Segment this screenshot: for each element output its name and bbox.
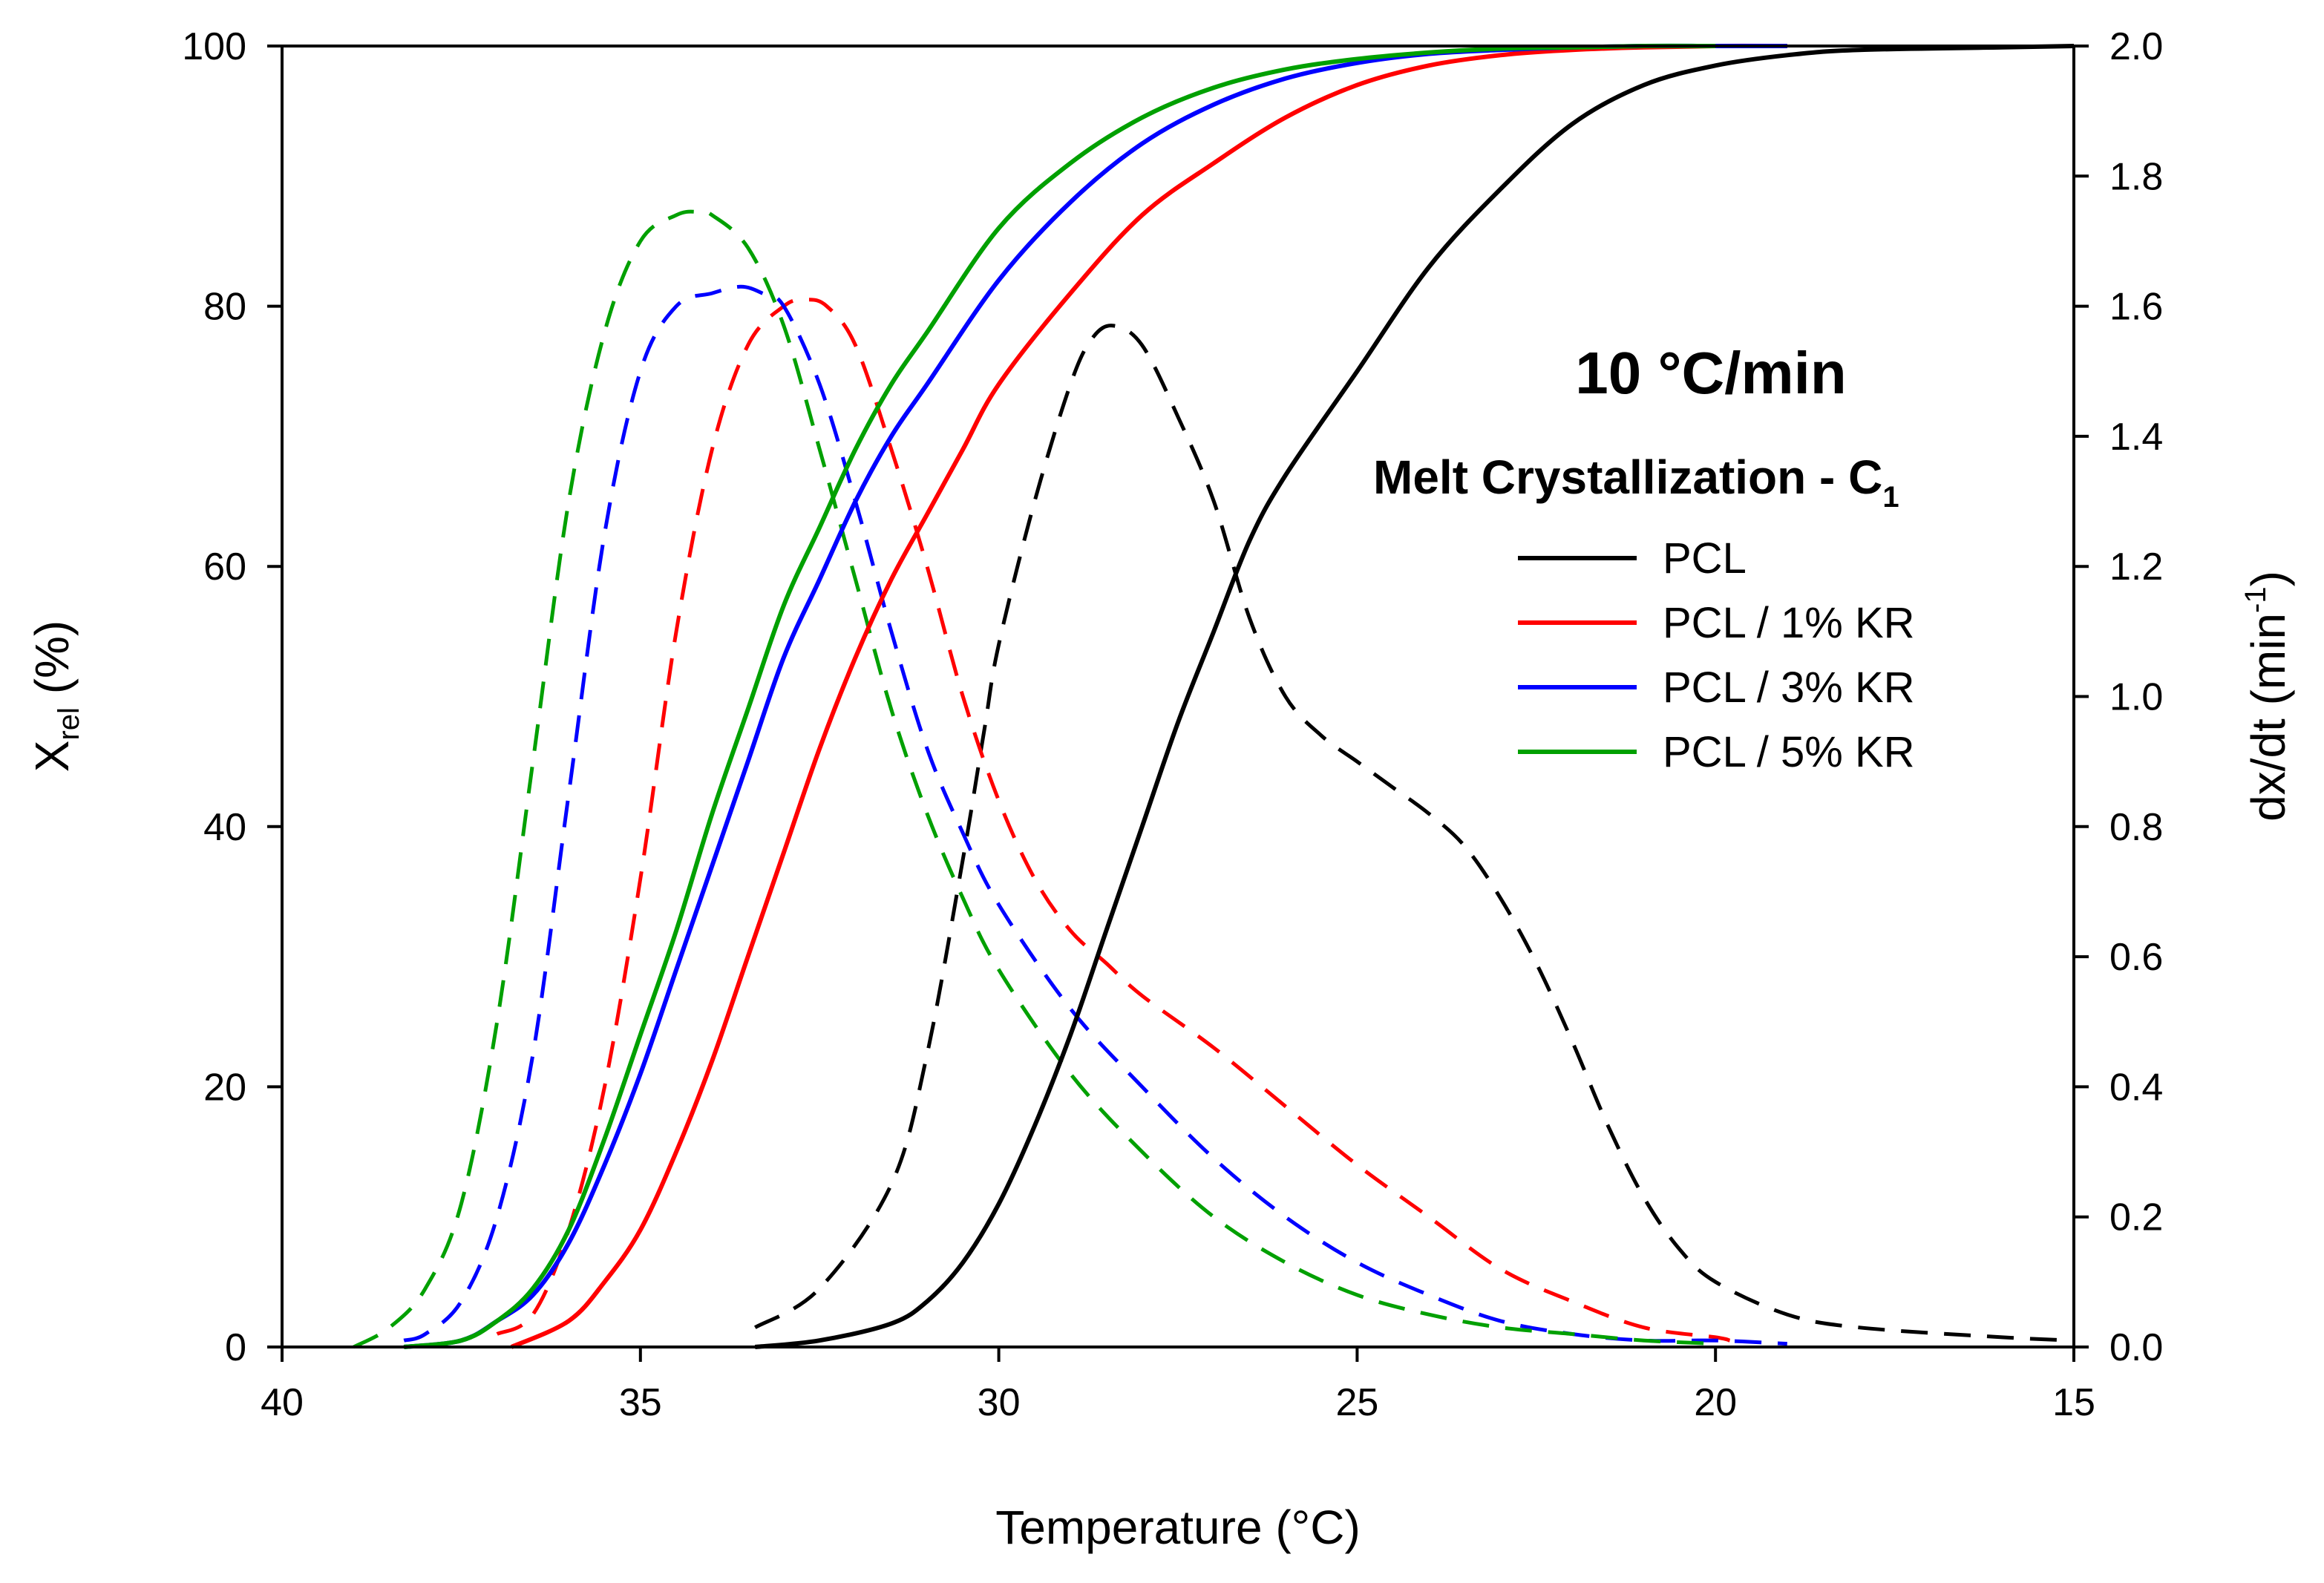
series-line-xrel-pcl	[754, 44, 2075, 1349]
series-line-rate-pcl-5-kr	[353, 209, 1716, 1349]
x-tick-label: 35	[619, 1381, 662, 1424]
series-line-xrel-pcl-1-kr	[510, 43, 1787, 1349]
y2-axis-title-main: dx/dt (min	[2242, 613, 2295, 822]
ticks: 40 35 30 25 20 15 0 20 40 60 80 100 0.0 0.2 0.4 0.6 0.8 1…	[182, 25, 2163, 1424]
annotation-method-main: Melt Crystallization - C	[1373, 450, 1882, 504]
y-tick-label: 100	[182, 25, 246, 68]
legend-label: PCL / 3% KR	[1663, 663, 1915, 712]
y2-tick-label: 1.2	[2109, 545, 2163, 589]
y-axis-title: Xrel (%)	[25, 620, 85, 772]
y2-tick-label: 1.4	[2109, 416, 2163, 459]
y2-axis-title-sup: -1	[2239, 586, 2272, 613]
annotation-method-sub: 1	[1882, 481, 1899, 514]
x-tick-label: 20	[1694, 1381, 1737, 1424]
y-tick-label: 40	[203, 806, 246, 849]
y2-tick-label: 1.8	[2109, 155, 2163, 198]
plot-lines	[353, 43, 2075, 1349]
y2-tick-label: 0.4	[2109, 1066, 2163, 1109]
y-axis-title-main: X	[25, 741, 79, 773]
legend-label: PCL	[1663, 534, 1747, 583]
y-tick-label: 60	[203, 545, 246, 589]
x-tick-label: 30	[978, 1381, 1021, 1424]
y2-axis-title: dx/dt (min-1)	[2239, 571, 2295, 822]
y2-axis-title-suffix: )	[2242, 571, 2295, 586]
x-tick-label: 40	[261, 1381, 304, 1424]
x-tick-label: 15	[2052, 1381, 2095, 1424]
x-axis-title: Temperature (°C)	[995, 1501, 1361, 1554]
y2-tick-label: 1.0	[2109, 676, 2163, 719]
y2-tick-label: 0.0	[2109, 1326, 2163, 1369]
annotation-method: Melt Crystallization - C1	[1373, 450, 1899, 514]
series-line-rate-pcl-3-kr	[403, 284, 1787, 1346]
y-axis-title-sub: rel	[53, 707, 85, 740]
y2-tick-label: 0.6	[2109, 936, 2163, 979]
y-tick-label: 0	[225, 1326, 246, 1369]
y2-tick-label: 0.2	[2109, 1196, 2163, 1239]
y-tick-label: 20	[203, 1066, 246, 1109]
y2-tick-label: 0.8	[2109, 806, 2163, 849]
x-tick-label: 25	[1335, 1381, 1378, 1424]
legend-label: PCL / 5% KR	[1663, 728, 1915, 776]
series-line-xrel-pcl-3-kr	[403, 43, 1787, 1349]
legend: PCL PCL / 1% KR PCL / 3% KR PCL / 5% KR	[1518, 534, 1915, 776]
y-tick-label: 80	[203, 286, 246, 329]
series-line-rate-pcl-1-kr	[496, 298, 1731, 1343]
series-line-rate-pcl	[754, 324, 2075, 1343]
y2-tick-label: 1.6	[2109, 286, 2163, 329]
series-line-xrel-pcl-5-kr	[403, 43, 1716, 1349]
y2-tick-label: 2.0	[2109, 25, 2163, 68]
y-axis-title-suffix: (%)	[25, 620, 79, 707]
annotation-rate: 10 °C/min	[1575, 340, 1846, 406]
legend-label: PCL / 1% KR	[1663, 599, 1915, 647]
